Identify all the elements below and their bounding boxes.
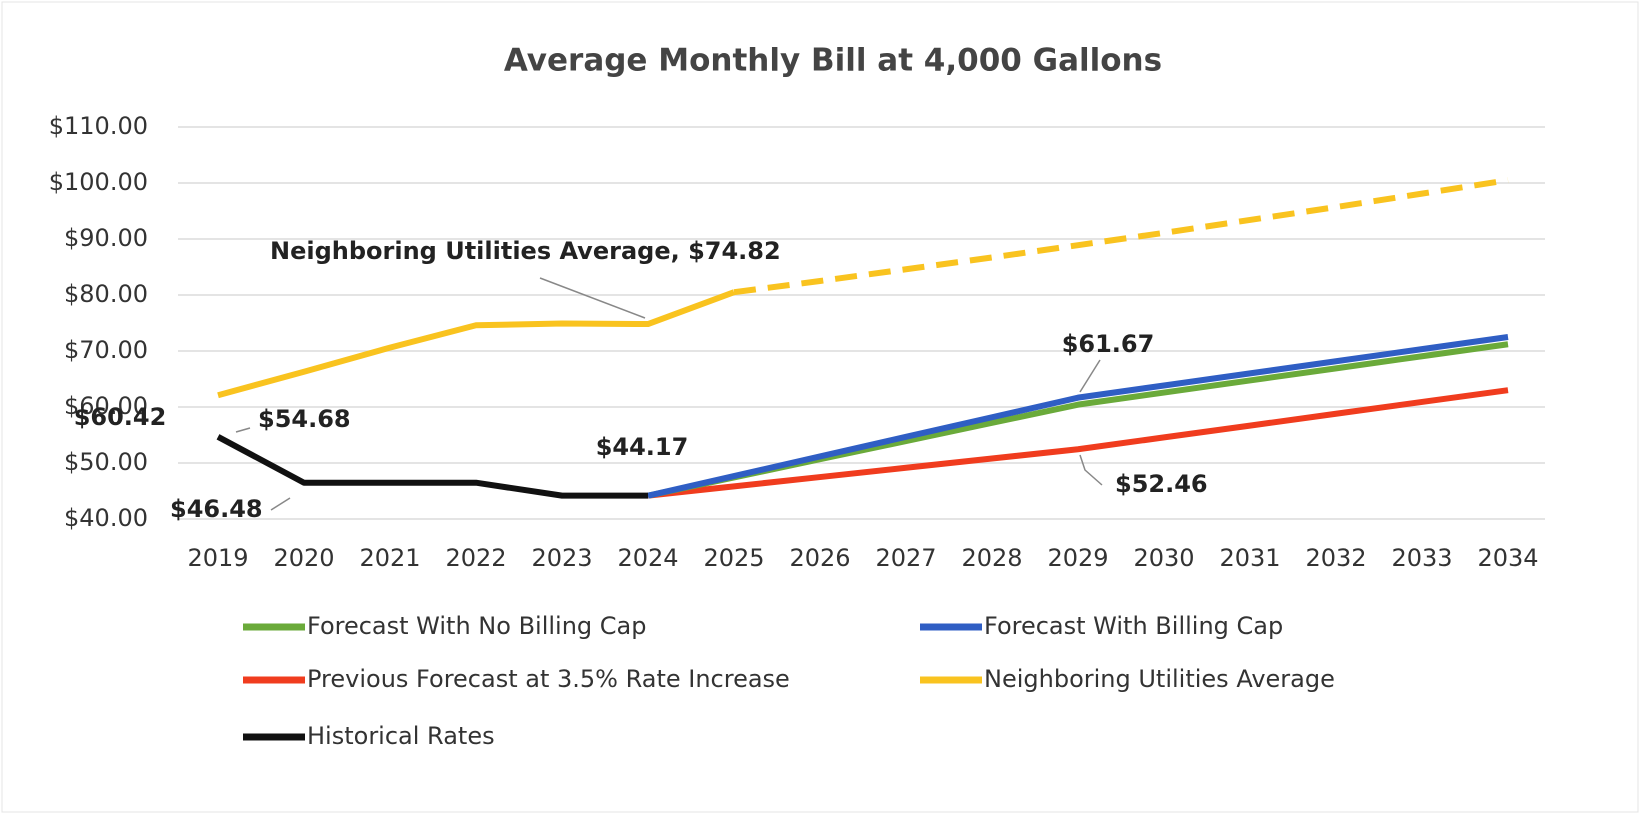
data-label: $61.67 [1062, 330, 1155, 358]
x-tick-label: 2025 [703, 544, 764, 572]
legend-label: Forecast With Billing Cap [984, 612, 1283, 640]
leader-line [539, 277, 646, 319]
x-tick-label: 2022 [445, 544, 506, 572]
y-tick-label: $110.00 [49, 112, 148, 140]
y-tick-label: $80.00 [64, 280, 148, 308]
x-tick-label: 2032 [1305, 544, 1366, 572]
line-series [647, 334, 1509, 499]
line-series [647, 387, 1509, 499]
legend-label: Neighboring Utilities Average [984, 665, 1335, 693]
data-label: $54.68 [258, 405, 351, 433]
x-tick-label: 2033 [1391, 544, 1452, 572]
line-series [216, 434, 648, 499]
x-tick-label: 2021 [359, 544, 420, 572]
data-label: $44.17 [596, 433, 689, 461]
leader-line [270, 497, 291, 511]
data-label: $46.48 [170, 495, 263, 523]
x-tick-label: 2027 [875, 544, 936, 572]
chart-title: Average Monthly Bill at 4,000 Gallons [504, 43, 1162, 79]
x-tick-label: 2029 [1047, 544, 1108, 572]
x-tick-label: 2023 [531, 544, 592, 572]
data-label: $52.46 [1115, 470, 1208, 498]
line-series [217, 289, 736, 399]
x-tick-label: 2031 [1219, 544, 1280, 572]
x-tick-label: 2019 [187, 544, 248, 572]
x-tick-label: 2026 [789, 544, 850, 572]
y-tick-label: $50.00 [64, 448, 148, 476]
x-tick-label: 2024 [617, 544, 678, 572]
y-tick-label: $90.00 [64, 224, 148, 252]
x-tick-label: 2020 [273, 544, 334, 572]
legend-label: Historical Rates [307, 722, 495, 750]
leader-line [1079, 359, 1101, 393]
y-tick-label: $100.00 [49, 168, 148, 196]
legend-label: Forecast With No Billing Cap [307, 612, 646, 640]
leader-line [1079, 454, 1103, 486]
data-label: $60.42 [74, 403, 167, 431]
leader-line [235, 427, 251, 433]
x-tick-label: 2028 [961, 544, 1022, 572]
y-tick-label: $60.00 [64, 392, 148, 420]
x-tick-label: 2034 [1477, 544, 1538, 572]
data-label: Neighboring Utilities Average, $74.82 [270, 237, 781, 265]
y-tick-label: $70.00 [64, 336, 148, 364]
line-series-dashed [733, 177, 1509, 296]
x-tick-label: 2030 [1133, 544, 1194, 572]
y-tick-label: $40.00 [64, 504, 148, 532]
legend-label: Previous Forecast at 3.5% Rate Increase [307, 665, 790, 693]
